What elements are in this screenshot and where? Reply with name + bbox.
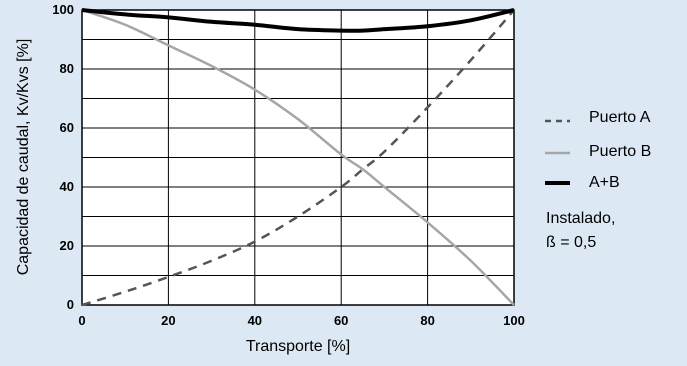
plot-frame xyxy=(81,9,515,306)
annotation-line-2: ß = 0,5 xyxy=(546,234,596,251)
y-tick-label: 40 xyxy=(60,179,74,194)
grid-lines xyxy=(82,10,514,305)
x-tick-label: 20 xyxy=(161,313,175,328)
y-tick-label: 20 xyxy=(60,238,74,253)
y-tick-label: 100 xyxy=(52,2,74,17)
y-tick-label: 0 xyxy=(67,297,74,312)
y-tick-label: 80 xyxy=(60,61,74,76)
series-line-a-plus-b xyxy=(81,8,515,33)
x-tick-label: 0 xyxy=(78,313,85,328)
x-tick-label: 80 xyxy=(420,313,434,328)
x-tick-label: 100 xyxy=(503,313,525,328)
y-axis-ticks: 0 20 40 60 80 100 xyxy=(52,2,74,312)
x-tick-label: 40 xyxy=(248,313,262,328)
legend-label-puerto-a: Puerto A xyxy=(589,109,651,126)
legend: Puerto A Puerto B A+B xyxy=(545,109,651,191)
y-axis-title: Capacidad de caudal, Kv/Kvs [%] xyxy=(15,39,32,276)
x-axis-title: Transporte [%] xyxy=(246,338,350,355)
x-tick-label: 60 xyxy=(334,313,348,328)
x-axis-ticks: 0 20 40 60 80 100 xyxy=(78,313,524,328)
y-tick-label: 60 xyxy=(60,120,74,135)
series-line-puerto-b xyxy=(81,8,515,306)
series-line-puerto-a xyxy=(81,9,515,307)
legend-label-a-plus-b: A+B xyxy=(589,174,620,191)
series-lines xyxy=(81,8,515,307)
legend-label-puerto-b: Puerto B xyxy=(589,143,651,160)
annotation-line-1: Instalado, xyxy=(546,210,615,227)
